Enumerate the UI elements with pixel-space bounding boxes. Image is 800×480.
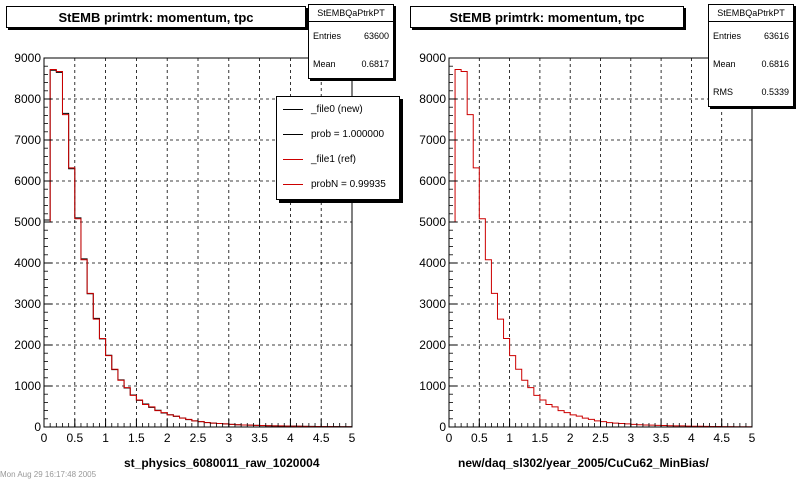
legend-label: _file1 (ref): [311, 154, 357, 165]
x-tick-label: 2: [164, 431, 171, 445]
y-tick-label: 3000: [419, 297, 446, 311]
legend-label: probN = 0.99935: [311, 179, 386, 190]
x-tick-label: 3.5: [653, 431, 670, 445]
legend-label: prob = 1.000000: [311, 129, 385, 140]
x-axis-title-right: new/daq_sl302/year_2005/CuCu62_MinBias/: [458, 456, 709, 470]
y-tick-label: 1000: [14, 379, 41, 393]
x-tick-label: 5: [749, 431, 756, 445]
y-tick-label: 9000: [14, 51, 41, 65]
y-tick-label: 2000: [14, 338, 41, 352]
x-tick-label: 1.5: [128, 431, 145, 445]
x-tick-label: 1.5: [532, 431, 549, 445]
x-tick-label: 0.5: [66, 431, 83, 445]
stats-row: Entries 63616: [709, 22, 793, 50]
x-tick-label: 2.5: [190, 431, 207, 445]
plot-title-left: StEMB primtrk: momentum, tpc: [6, 6, 306, 28]
y-tick-label: 5000: [14, 215, 41, 229]
y-tick-label: 0: [439, 420, 446, 434]
stats-value: 0.6817: [361, 59, 389, 69]
y-tick-label: 6000: [14, 174, 41, 188]
legend-line-swatch: [283, 184, 303, 185]
stats-name-right: StEMBQaPtrkPT: [709, 5, 793, 22]
stats-label: Mean: [713, 59, 736, 69]
legend-entry: _file1 (ref): [277, 147, 399, 172]
y-tick-label: 9000: [419, 51, 446, 65]
stats-value: 0.6816: [761, 59, 789, 69]
x-tick-label: 0.5: [471, 431, 488, 445]
histogram-pad-left: 0 0.5 1 1.5 2 2.5 3 3.5 4 4.5 5 0 1000 2000 3000 4000 50…: [6, 4, 400, 470]
legend-line-swatch: [283, 109, 303, 110]
x-tick-label: 4: [287, 431, 294, 445]
y-tick-label: 2000: [419, 338, 446, 352]
legend-entry: _file0 (new): [277, 97, 399, 122]
y-tick-label: 7000: [14, 133, 41, 147]
x-tick-label: 4.5: [313, 431, 330, 445]
x-tick-label: 3: [627, 431, 634, 445]
stats-row: Entries 63600: [309, 22, 393, 50]
legend-entry: probN = 0.99935: [277, 172, 399, 197]
y-tick-label: 3000: [14, 297, 41, 311]
y-tick-label: 4000: [14, 256, 41, 270]
x-axis-title-left: st_physics_6080011_raw_1020004: [124, 456, 320, 470]
y-tick-label: 7000: [419, 133, 446, 147]
legend-line-swatch: [283, 159, 303, 160]
x-tick-label: 0: [446, 431, 453, 445]
plot-title-right: StEMB primtrk: momentum, tpc: [410, 6, 684, 28]
canvas-timestamp: Mon Aug 29 16:17:48 2005: [0, 470, 97, 479]
y-tick-label: 5000: [419, 215, 446, 229]
histogram-pad-right: 0 0.5 1 1.5 2 2.5 3 3.5 4 4.5 5 0 1000 2000 3000 4000 50…: [400, 0, 800, 480]
stats-box-left: StEMBQaPtrkPT Entries 63600 Mean 0.6817: [308, 4, 394, 79]
legend-box: _file0 (new) prob = 1.000000 _file1 (ref…: [276, 96, 400, 200]
stats-value: 63616: [763, 31, 789, 41]
x-tick-label: 4.5: [713, 431, 730, 445]
stats-value: 63600: [363, 31, 389, 41]
x-tick-label: 2.5: [592, 431, 609, 445]
y-tick-label: 8000: [14, 92, 41, 106]
x-tick-label: 3.5: [251, 431, 268, 445]
legend-line-swatch: [283, 134, 303, 135]
y-tick-label: 6000: [419, 174, 446, 188]
legend-label: _file0 (new): [311, 104, 363, 115]
stats-value: 0.5339: [761, 87, 789, 97]
stats-row: RMS 0.5339: [709, 78, 793, 106]
stats-label: Mean: [313, 59, 336, 69]
stats-label: RMS: [713, 87, 733, 97]
x-tick-label: 3: [225, 431, 232, 445]
x-tick-label: 0: [41, 431, 48, 445]
stats-row: Mean 0.6817: [309, 50, 393, 78]
stats-label: Entries: [713, 31, 742, 41]
legend-entry: prob = 1.000000: [277, 122, 399, 147]
x-tick-label: 2: [567, 431, 574, 445]
y-tick-label: 4000: [419, 256, 446, 270]
y-tick-label: 8000: [419, 92, 446, 106]
stats-name-left: StEMBQaPtrkPT: [309, 5, 393, 22]
x-tick-label: 1: [506, 431, 513, 445]
stats-row: Mean 0.6816: [709, 50, 793, 78]
y-tick-label: 1000: [419, 379, 446, 393]
x-tick-label: 5: [349, 431, 356, 445]
x-tick-label: 1: [102, 431, 109, 445]
stats-label: Entries: [313, 31, 342, 41]
stats-box-right: StEMBQaPtrkPT Entries 63616 Mean 0.6816 …: [708, 4, 794, 107]
x-tick-label: 4: [688, 431, 695, 445]
histogram-plot-right: 0 0.5 1 1.5 2 2.5 3 3.5 4 4.5 5 0 1000 2000 3000 4000 50…: [419, 51, 756, 445]
y-tick-label: 0: [34, 420, 41, 434]
